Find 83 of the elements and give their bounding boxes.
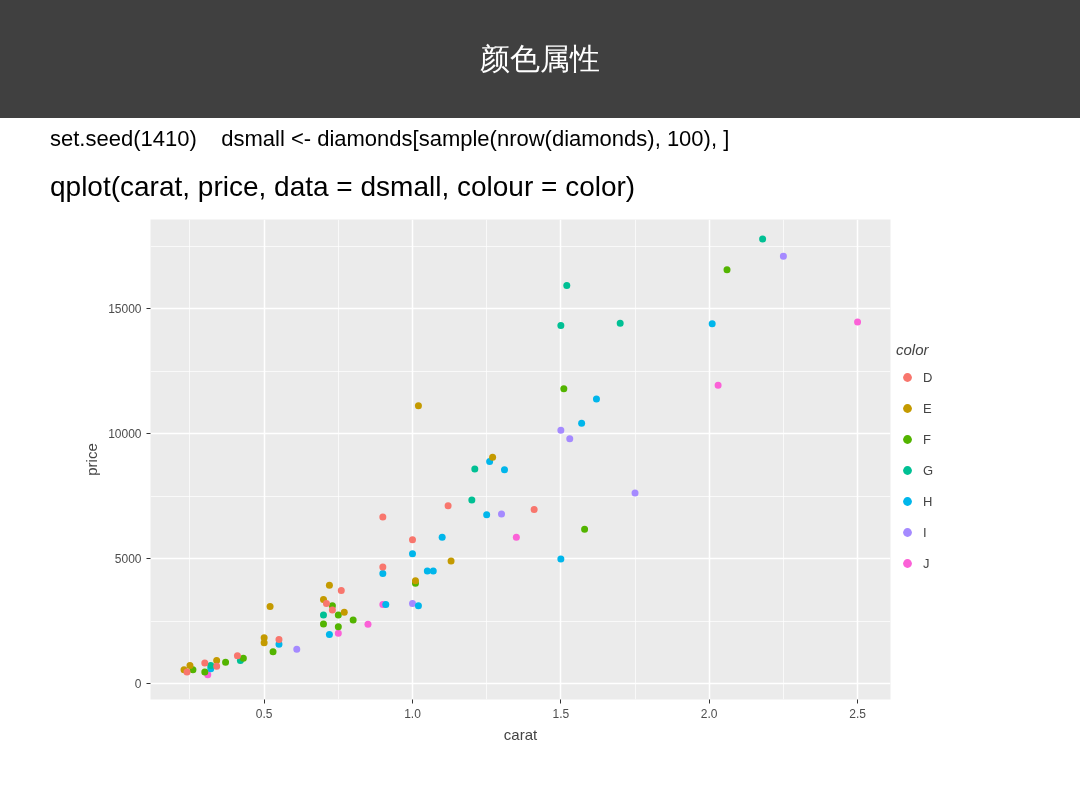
point	[379, 563, 387, 571]
legend-title: color	[896, 341, 930, 358]
point	[759, 235, 767, 243]
x-tick-label: 2.0	[700, 706, 718, 721]
point	[578, 419, 586, 427]
point	[328, 606, 336, 614]
point	[414, 602, 422, 610]
point	[429, 567, 437, 575]
point	[409, 536, 416, 544]
point	[581, 525, 589, 533]
point	[483, 511, 491, 519]
y-tick-label: 0	[134, 677, 142, 692]
point	[616, 319, 624, 327]
point	[500, 466, 508, 474]
point	[530, 505, 538, 513]
y-axis-title: price	[83, 443, 101, 476]
point	[560, 385, 568, 393]
point	[319, 620, 327, 628]
point	[325, 581, 333, 589]
point	[334, 611, 342, 619]
text: set.seed(1410) dsmall <- diamonds[sample(nrow(diamonds), 100), ]	[49, 125, 730, 153]
point	[213, 657, 221, 665]
point	[349, 616, 357, 624]
point	[512, 533, 520, 541]
point	[322, 600, 330, 608]
point	[438, 533, 446, 541]
point	[557, 555, 565, 563]
point	[269, 648, 277, 656]
x-tick-label: 0.5	[255, 706, 273, 721]
point	[414, 402, 422, 410]
point	[557, 322, 565, 330]
point	[260, 639, 268, 647]
point	[337, 587, 345, 595]
x-tick-label: 1.5	[552, 706, 570, 721]
point	[201, 659, 209, 667]
legend-label: F	[923, 431, 932, 447]
x-tick-label: 1.0	[404, 706, 422, 721]
point	[498, 510, 506, 518]
text: qplot(carat, price, data = dsmall, colour = color)	[49, 170, 636, 204]
point	[222, 658, 230, 666]
point	[779, 252, 787, 260]
point	[334, 623, 342, 631]
legend-label: I	[923, 524, 928, 540]
point	[409, 600, 416, 608]
point	[447, 557, 455, 565]
point	[233, 652, 241, 660]
legend-label: H	[923, 493, 934, 509]
point	[186, 662, 194, 670]
legend-label: D	[923, 369, 934, 385]
point	[444, 502, 452, 510]
legend-label: G	[923, 462, 935, 478]
y-tick-label: 10000	[108, 427, 142, 442]
point	[708, 320, 716, 328]
point	[319, 611, 327, 619]
point	[471, 465, 479, 473]
point	[293, 645, 301, 653]
point	[566, 435, 574, 443]
point	[364, 620, 372, 628]
x-tick-label: 2.5	[849, 706, 867, 721]
point	[723, 266, 731, 274]
y-tick-label: 5000	[114, 552, 142, 567]
legend-label: E	[923, 400, 933, 416]
point	[325, 631, 333, 639]
point	[489, 453, 497, 461]
y-tick-label: 15000	[108, 302, 142, 317]
x-axis-title: carat	[503, 725, 539, 743]
point	[631, 489, 639, 497]
point	[854, 318, 862, 326]
point	[379, 513, 387, 521]
point	[266, 603, 274, 611]
point	[592, 395, 600, 403]
point	[557, 426, 565, 434]
point	[468, 496, 476, 504]
chart-title: 颜色属性	[0, 0, 1080, 118]
point	[409, 550, 416, 558]
point	[379, 570, 387, 577]
point	[340, 608, 348, 616]
point	[334, 629, 342, 637]
point	[714, 381, 722, 389]
point	[563, 282, 571, 290]
point	[213, 662, 221, 670]
point	[275, 636, 283, 644]
legend-label: J	[923, 555, 931, 571]
